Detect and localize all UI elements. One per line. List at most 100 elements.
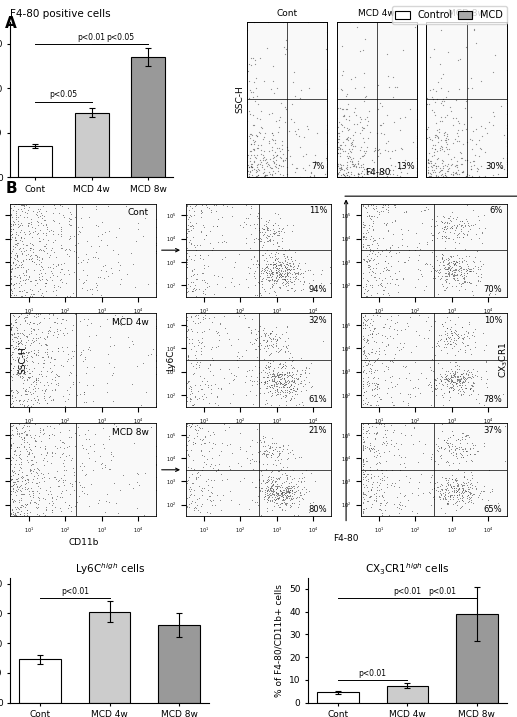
Point [334, 128, 342, 139]
Point [460, 479, 468, 490]
Point [285, 484, 294, 495]
Point [10, 250, 19, 261]
Point [9, 243, 18, 255]
Point [266, 354, 274, 366]
Point [13, 330, 22, 341]
Point [40, 214, 48, 225]
Point [271, 262, 280, 273]
Point [23, 504, 31, 516]
Point [183, 493, 191, 504]
Point [9, 327, 18, 338]
Point [32, 348, 40, 360]
Point [218, 229, 226, 241]
Point [450, 272, 459, 283]
Point [20, 475, 28, 486]
Point [188, 285, 196, 296]
Point [249, 134, 257, 146]
Point [200, 456, 208, 467]
Point [391, 348, 399, 360]
Point [270, 363, 278, 374]
Point [262, 476, 270, 488]
Point [448, 329, 457, 341]
Point [367, 163, 375, 175]
Point [369, 266, 377, 277]
Point [370, 446, 378, 457]
Point [30, 324, 38, 336]
Point [18, 358, 26, 370]
Point [248, 379, 256, 391]
Point [377, 277, 385, 289]
Point [450, 255, 458, 267]
Text: 78%: 78% [483, 395, 503, 404]
Point [360, 221, 369, 232]
Point [368, 331, 376, 343]
Point [287, 497, 296, 508]
Point [220, 419, 228, 430]
Point [281, 255, 289, 266]
Point [471, 440, 479, 451]
Point [276, 265, 284, 276]
Point [463, 331, 472, 342]
Point [454, 265, 463, 276]
Point [273, 254, 281, 265]
Point [470, 24, 478, 35]
Point [363, 380, 372, 391]
Point [423, 258, 431, 270]
Point [465, 503, 473, 515]
Point [459, 389, 467, 400]
Point [404, 159, 413, 171]
Point [465, 371, 474, 383]
Point [149, 343, 157, 355]
Point [450, 258, 458, 270]
Point [458, 369, 466, 380]
Point [7, 324, 15, 336]
Point [288, 488, 297, 499]
Point [449, 112, 457, 123]
Point [266, 381, 275, 393]
Point [7, 439, 16, 450]
Point [460, 271, 468, 282]
Point [417, 270, 425, 282]
Point [442, 483, 450, 495]
Point [458, 322, 466, 333]
Point [367, 346, 375, 358]
Point [198, 490, 206, 501]
Point [234, 498, 242, 510]
Point [13, 423, 22, 435]
Point [282, 376, 291, 387]
Point [393, 255, 402, 267]
Point [276, 258, 284, 270]
Point [459, 138, 467, 150]
Point [71, 239, 79, 251]
Point [39, 200, 48, 212]
Point [78, 464, 86, 475]
Point [290, 362, 298, 374]
Point [443, 328, 451, 339]
Point [370, 323, 378, 335]
Point [300, 366, 309, 378]
Point [440, 260, 449, 271]
Point [81, 353, 89, 365]
Point [25, 368, 33, 379]
Point [25, 372, 33, 384]
Point [444, 163, 452, 174]
Point [128, 336, 136, 347]
Point [447, 250, 455, 262]
Point [261, 490, 269, 502]
Point [420, 332, 429, 343]
Point [291, 268, 299, 280]
Point [272, 486, 280, 498]
Point [22, 354, 31, 366]
Point [437, 249, 446, 260]
Point [250, 270, 258, 281]
Point [280, 498, 288, 510]
Point [442, 267, 450, 279]
Point [26, 275, 35, 286]
Point [271, 333, 280, 345]
Point [17, 390, 25, 402]
Point [184, 448, 192, 460]
Point [282, 152, 291, 163]
Point [201, 276, 209, 288]
Point [28, 371, 36, 382]
Point [386, 356, 394, 367]
